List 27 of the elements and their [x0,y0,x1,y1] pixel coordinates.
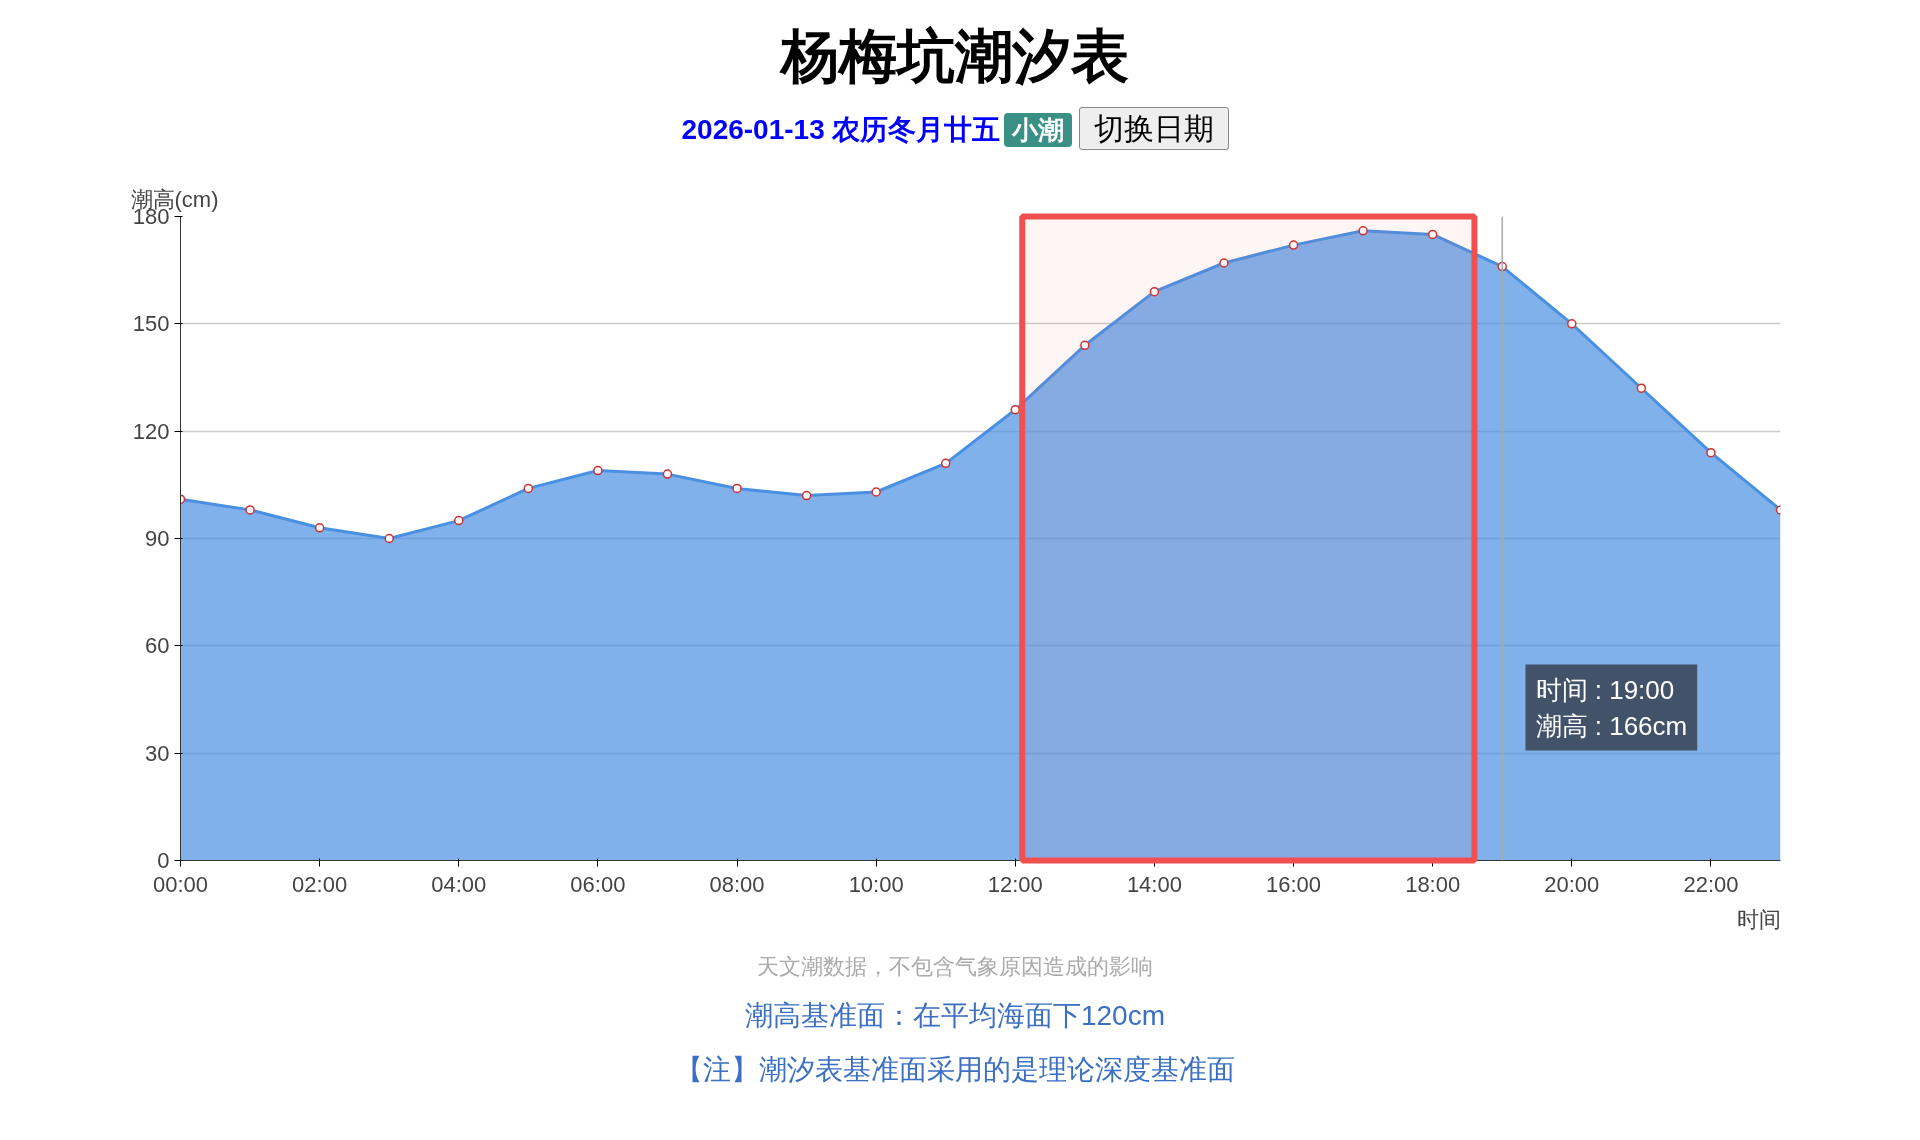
x-tick-label: 12:00 [987,871,1043,897]
x-tick-label: 04:00 [431,871,487,897]
x-tick-label: 02:00 [292,871,348,897]
chart-title: 杨梅坑潮汐表 [778,22,1130,90]
y-tick-label: 60 [145,633,170,659]
chart-subtitle: 2026-01-13 农历冬月廿五 [681,113,1001,145]
y-tick-label: 90 [145,525,170,551]
x-tick-label: 10:00 [848,871,904,897]
text: 切换日期 [1078,106,1229,150]
text: 潮高基准面：在平均海面下120cm [743,999,1166,1034]
y-tick-label: 0 [157,847,170,873]
x-tick-label: 08:00 [709,871,765,897]
x-tick-label: 00:00 [152,871,209,897]
text: 天文潮数据，不包含气象原因造成的影响 [756,952,1154,981]
x-tick-label: 20:00 [1544,871,1600,897]
text: 【注】潮汐表基准面采用的是理论深度基准面 [674,1053,1236,1088]
x-tick-label: 06:00 [570,871,626,897]
x-tick-label: 14:00 [1126,871,1182,897]
x-axis-title: 时间 [1736,906,1781,932]
x-tick-label: 18:00 [1405,871,1461,897]
y-tick-label: 30 [145,740,170,766]
x-tick-label: 16:00 [1266,871,1322,897]
y-tick-label: 150 [132,311,170,337]
text: 小潮 [1003,112,1072,147]
x-tick-label: 22:00 [1683,871,1739,897]
y-tick-label: 120 [132,418,170,444]
annotation: 时间 : 19:00 潮高 : 166cm [1535,674,1688,741]
